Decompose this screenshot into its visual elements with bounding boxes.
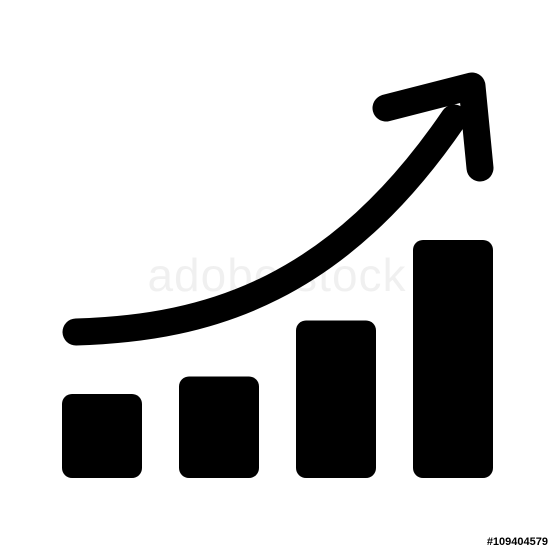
bar-3	[296, 320, 376, 478]
bar-group	[62, 240, 493, 478]
bar-4	[413, 240, 493, 478]
bar-1	[62, 394, 142, 478]
image-id-label: #109404579	[486, 536, 548, 548]
bar-2	[179, 376, 259, 478]
trend-arrow-head	[372, 72, 494, 182]
trend-arrow-curve	[62, 104, 468, 346]
